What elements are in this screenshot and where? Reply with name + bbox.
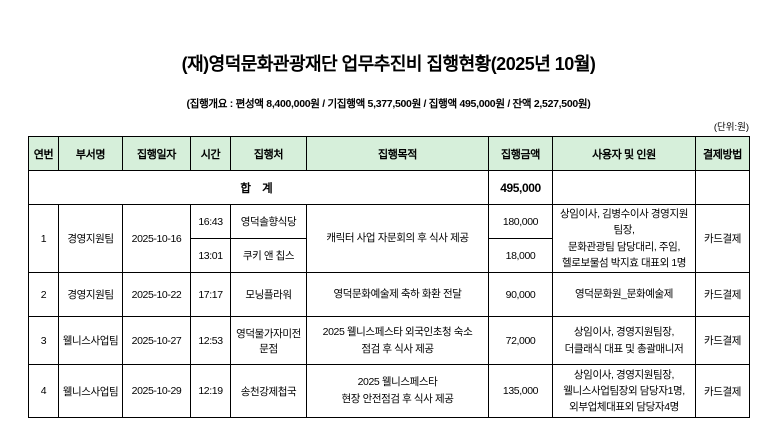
row3-users: 상임이사, 경영지원팀장, 더클래식 대표 및 총괄매니저	[552, 316, 696, 366]
table-row: 3 웰니스사업팀 2025-10-27 12:53 영덕물가자미전문점 2025…	[28, 316, 750, 366]
total-amount: 495,000	[488, 170, 553, 205]
row4-time: 12:19	[190, 364, 231, 419]
row2-vendor: 모닝플라워	[230, 272, 307, 318]
unit-note: (단위:원)	[713, 122, 749, 133]
row2-amount: 90,000	[488, 272, 553, 318]
total-row: 합 계 495,000	[28, 170, 750, 205]
row1-users: 상임이사, 김병수이사 경영지원팀장, 문화관광팀 담당대리, 주임, 헬로보물…	[552, 203, 696, 274]
row3-time: 12:53	[190, 316, 231, 366]
header-dept: 부서명	[58, 136, 123, 171]
row4-payment: 카드결제	[695, 364, 750, 419]
row1-sub1-vendor: 영덕솔향식당	[230, 203, 307, 240]
row4-users: 상임이사, 경영지원팀장, 웰니스사업팀장외 담당자1명, 외부업체대표외 담당…	[552, 364, 696, 419]
row3-date: 2025-10-27	[122, 316, 191, 366]
row1-date: 2025-10-16	[122, 203, 191, 274]
header-no: 연번	[28, 136, 59, 171]
budget-summary: (집행개요 : 편성액 8,400,000원 / 기집행액 5,377,500원…	[186, 98, 591, 110]
row1-payment: 카드결제	[695, 203, 750, 274]
table-row: 13:01 쿠키 앤 칩스 18,000	[29, 238, 750, 274]
header-users: 사용자 및 인원	[552, 136, 696, 171]
row2-time: 17:17	[190, 272, 231, 318]
row4-date: 2025-10-29	[122, 364, 191, 419]
row3-payment: 카드결제	[695, 316, 750, 366]
row2-no: 2	[28, 272, 59, 318]
page-title: (재)영덕문화관광재단 업무추진비 집행현황(2025년 10월)	[181, 54, 596, 74]
row1-sub2-amount: 18,000	[488, 238, 553, 274]
row4-purpose: 2025 웰니스페스타 현장 안전점검 후 식사 제공	[306, 364, 489, 419]
row2-date: 2025-10-22	[122, 272, 191, 318]
row2-payment: 카드결제	[695, 272, 750, 318]
table-header-row: 연번 부서명 집행일자 시간 집행처 집행목적 집행금액 사용자 및 인원 결제…	[28, 136, 750, 171]
row3-amount: 72,000	[488, 316, 553, 366]
row1-sub1-amount: 180,000	[488, 203, 553, 240]
row2-dept: 경영지원팀	[58, 272, 123, 318]
row1-no: 1	[28, 203, 59, 274]
row3-dept: 웰니스사업팀	[58, 316, 123, 366]
row1-purpose: 캐릭터 사업 자문회의 후 식사 제공	[306, 203, 489, 274]
row3-vendor: 영덕물가자미전문점	[230, 316, 307, 366]
row3-purpose: 2025 웰니스페스타 외국인초청 숙소 점검 후 식사 제공	[306, 316, 489, 366]
row4-dept: 웰니스사업팀	[58, 364, 123, 419]
header-time: 시간	[190, 136, 231, 171]
row4-amount: 135,000	[488, 364, 553, 419]
header-payment: 결제방법	[695, 136, 750, 171]
row1-dept: 경영지원팀	[58, 203, 123, 274]
total-label: 합 계	[28, 170, 489, 205]
header-purpose: 집행목적	[306, 136, 489, 171]
row2-purpose: 영덕문화예술제 축하 화환 전달	[306, 272, 489, 318]
table-row: 4 웰니스사업팀 2025-10-29 12:19 송천강제첩국 2025 웰니…	[28, 364, 750, 419]
row1-sub2-time: 13:01	[190, 238, 231, 274]
row1-sub2-vendor: 쿠키 앤 칩스	[230, 238, 307, 274]
expense-table: 연번 부서명 집행일자 시간 집행처 집행목적 집행금액 사용자 및 인원 결제…	[28, 136, 750, 419]
row2-users: 영덕문화원_문화예술제	[552, 272, 696, 318]
total-payment-empty	[695, 170, 750, 205]
row3-no: 3	[28, 316, 59, 366]
header-amount: 집행금액	[488, 136, 553, 171]
table-row: 1 경영지원팀 2025-10-16 16:43 영덕솔향식당 캐릭터 사업 자…	[28, 203, 750, 274]
row1-sub1-time: 16:43	[190, 203, 231, 240]
row4-no: 4	[28, 364, 59, 419]
total-users-empty	[552, 170, 696, 205]
header-date: 집행일자	[122, 136, 191, 171]
row4-vendor: 송천강제첩국	[230, 364, 307, 419]
header-vendor: 집행처	[230, 136, 307, 171]
table-row: 2 경영지원팀 2025-10-22 17:17 모닝플라워 영덕문화예술제 축…	[28, 272, 750, 318]
